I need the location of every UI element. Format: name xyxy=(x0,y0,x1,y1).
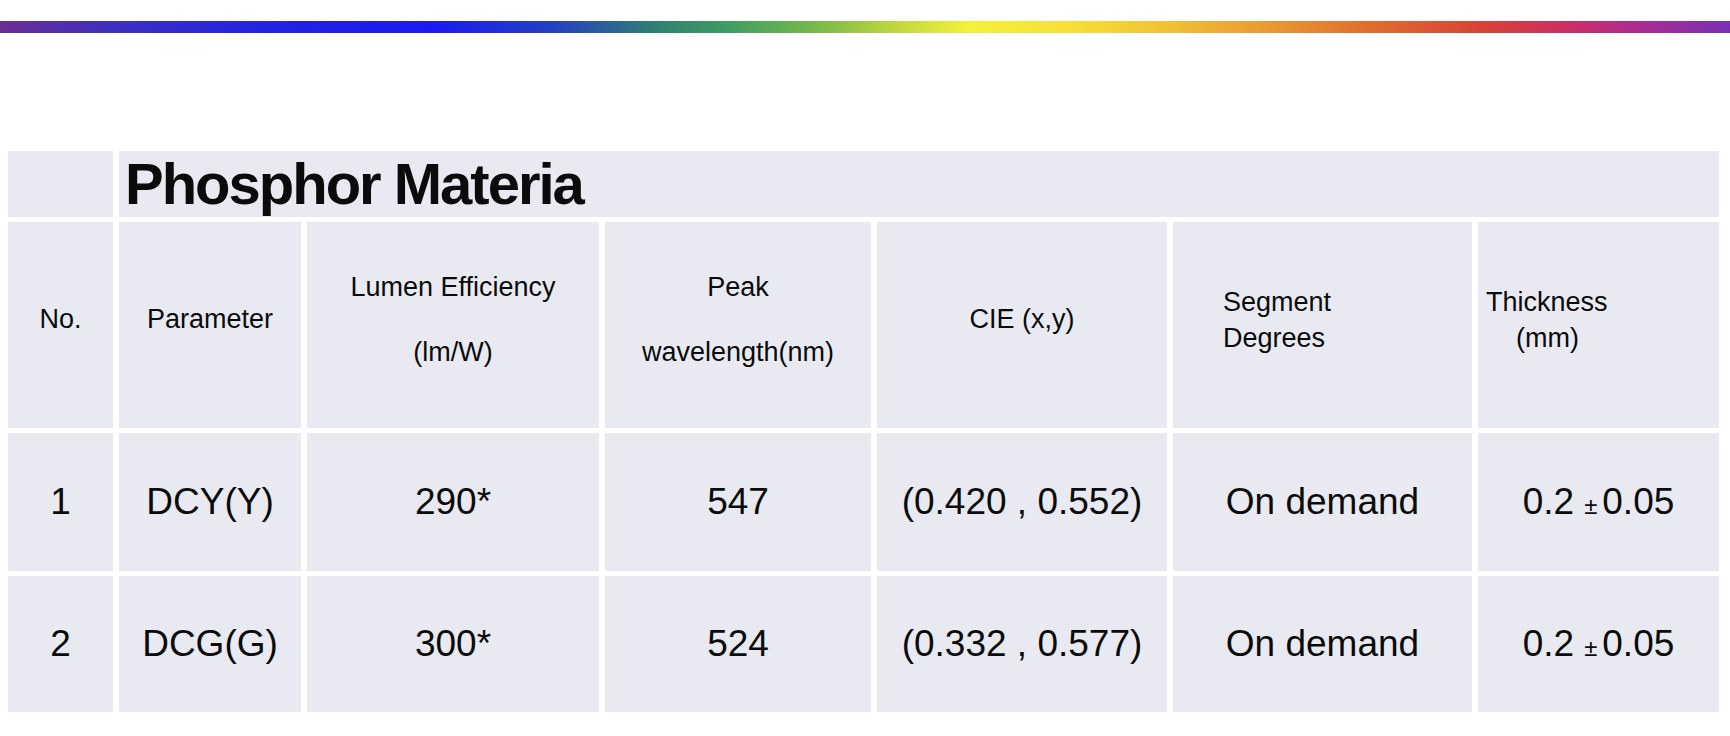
row1-thickness-tolerance: 0.05 xyxy=(1602,479,1674,525)
rainbow-gradient-bar xyxy=(0,21,1730,33)
row2-segment-degrees: On demand xyxy=(1173,576,1472,712)
row2-peak-wavelength: 524 xyxy=(605,576,871,712)
row2-lumen-efficiency: 300* xyxy=(307,576,599,712)
header-cie-label: CIE (x,y) xyxy=(970,303,1075,337)
header-cie: CIE (x,y) xyxy=(877,222,1167,428)
header-peak-line1: Peak xyxy=(707,255,769,320)
header-no-label: No. xyxy=(39,303,81,337)
row1-peak-wavelength: 547 xyxy=(605,433,871,571)
row1-parameter: DCY(Y) xyxy=(119,433,301,571)
row1-segment-degrees: On demand xyxy=(1173,433,1472,571)
header-peak-line2: wavelength(nm) xyxy=(642,320,834,385)
header-segment-degrees: Segment Degrees xyxy=(1173,222,1472,428)
table-title: Phosphor Materia xyxy=(119,151,1719,217)
row1-thickness-value: 0.2 xyxy=(1523,479,1574,525)
row1-thickness: 0.2 ± 0.05 xyxy=(1478,433,1719,571)
slide-canvas: Phosphor Materia No. Parameter Lumen Eff… xyxy=(0,0,1730,736)
header-lumen-line1: Lumen Efficiency xyxy=(350,255,555,320)
header-lumen-line2: (lm/W) xyxy=(413,320,492,385)
row1-plus-minus: ± xyxy=(1584,491,1597,521)
header-lumen-efficiency: Lumen Efficiency (lm/W) xyxy=(307,222,599,428)
header-peak-wavelength: Peak wavelength(nm) xyxy=(605,222,871,428)
row2-thickness-tolerance: 0.05 xyxy=(1602,621,1674,667)
header-thickness-line2: (mm) xyxy=(1486,320,1579,356)
row2-cie: (0.332 , 0.577) xyxy=(877,576,1167,712)
header-no: No. xyxy=(8,222,113,428)
header-segment-line2: Degrees xyxy=(1223,320,1325,356)
row2-no: 2 xyxy=(8,576,113,712)
row2-parameter: DCG(G) xyxy=(119,576,301,712)
title-spacer-cell xyxy=(8,151,113,217)
header-thickness: Thickness (mm) xyxy=(1478,222,1719,428)
row1-lumen-efficiency: 290* xyxy=(307,433,599,571)
row2-plus-minus: ± xyxy=(1584,633,1597,663)
row1-cie: (0.420 , 0.552) xyxy=(877,433,1167,571)
header-segment-line1: Segment xyxy=(1223,284,1331,320)
row2-thickness-value: 0.2 xyxy=(1523,621,1574,667)
row1-no: 1 xyxy=(8,433,113,571)
row2-thickness: 0.2 ± 0.05 xyxy=(1478,576,1719,712)
phosphor-spec-table: Phosphor Materia No. Parameter Lumen Eff… xyxy=(8,151,1719,712)
header-thickness-line1: Thickness xyxy=(1486,284,1608,320)
header-parameter-label: Parameter xyxy=(147,303,273,337)
header-parameter: Parameter xyxy=(119,222,301,428)
